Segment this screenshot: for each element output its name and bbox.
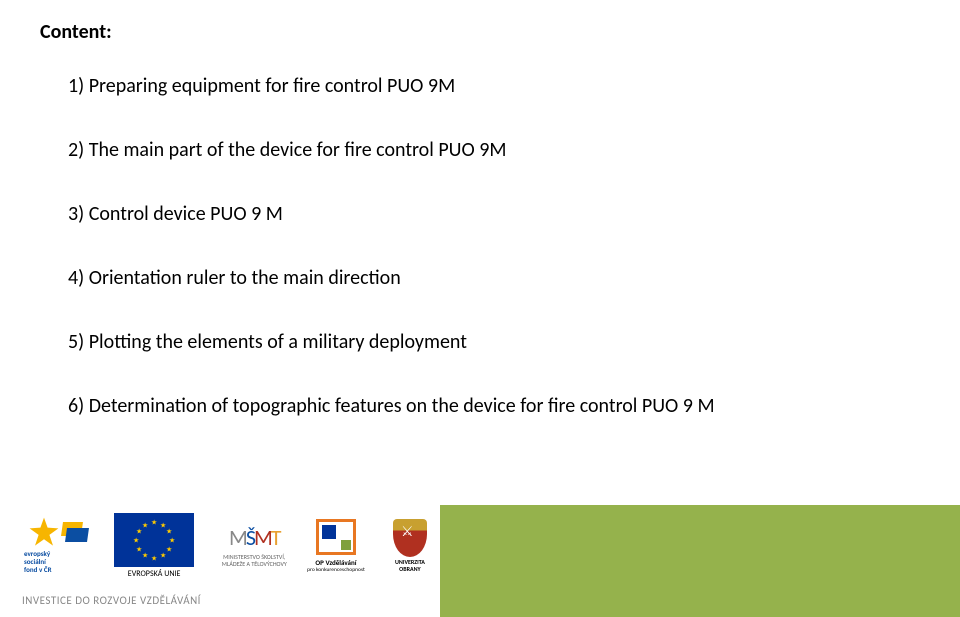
- footer-bar: evropský sociální fond v ČR ★ ★ ★ ★ ★ ★ …: [0, 505, 960, 617]
- opvk-green-icon: [341, 540, 351, 550]
- eu-caption: EVROPSKÁ UNIE: [102, 569, 207, 579]
- uo-shield-icon: ⚔: [393, 519, 427, 557]
- uo-caption: UNIVERZITA OBRANY: [380, 559, 440, 573]
- content-area: Content: 1) Preparing equipment for fire…: [0, 0, 960, 418]
- opvk-title: OP Vzdělávání: [302, 558, 370, 567]
- logos-region: evropský sociální fond v ČR ★ ★ ★ ★ ★ ★ …: [0, 505, 440, 617]
- list-item: 6) Determination of topographic features…: [40, 394, 920, 418]
- esf-star-icon: [26, 514, 62, 550]
- invest-tagline: INVESTICE DO ROZVOJE VZDĚLÁVÁNÍ: [22, 594, 201, 607]
- list-item: 3) Control device PUO 9 M: [40, 202, 920, 226]
- esf-flag-blue-icon: [65, 528, 89, 542]
- content-heading: Content:: [40, 20, 920, 44]
- msmt-letters-icon: MŠMT: [216, 524, 292, 554]
- uo-lion-icon: ⚔: [401, 523, 414, 540]
- uo-logo: ⚔ UNIVERZITA OBRANY: [380, 519, 440, 573]
- green-band: [440, 505, 960, 617]
- msmt-caption: MINISTERSTVO ŠKOLSTVÍ, MLÁDEŽE A TĚLOVÝC…: [216, 554, 292, 568]
- list-item: 2) The main part of the device for fire …: [40, 138, 920, 162]
- list-item: 4) Orientation ruler to the main directi…: [40, 266, 920, 290]
- opvk-sub: pro konkurenceschopnost: [302, 567, 370, 573]
- esf-logo: evropský sociální fond v ČR: [22, 514, 92, 578]
- logo-row: evropský sociální fond v ČR ★ ★ ★ ★ ★ ★ …: [0, 505, 440, 579]
- eu-flag-icon: ★ ★ ★ ★ ★ ★ ★ ★ ★ ★ ★ ★: [114, 513, 194, 567]
- opvk-box-icon: [316, 519, 356, 555]
- list-item: 5) Plotting the elements of a military d…: [40, 330, 920, 354]
- eu-flag-block: ★ ★ ★ ★ ★ ★ ★ ★ ★ ★ ★ ★ EVROPSKÁ UNIE: [102, 513, 207, 579]
- list-item: 1) Preparing equipment for fire control …: [40, 74, 920, 98]
- opvk-logo: OP Vzdělávání pro konkurenceschopnost: [302, 519, 370, 573]
- opvk-inner-icon: [322, 525, 336, 539]
- esf-caption: evropský sociální fond v ČR: [24, 550, 52, 574]
- msmt-logo: MŠMT MINISTERSTVO ŠKOLSTVÍ, MLÁDEŽE A TĚ…: [216, 524, 292, 568]
